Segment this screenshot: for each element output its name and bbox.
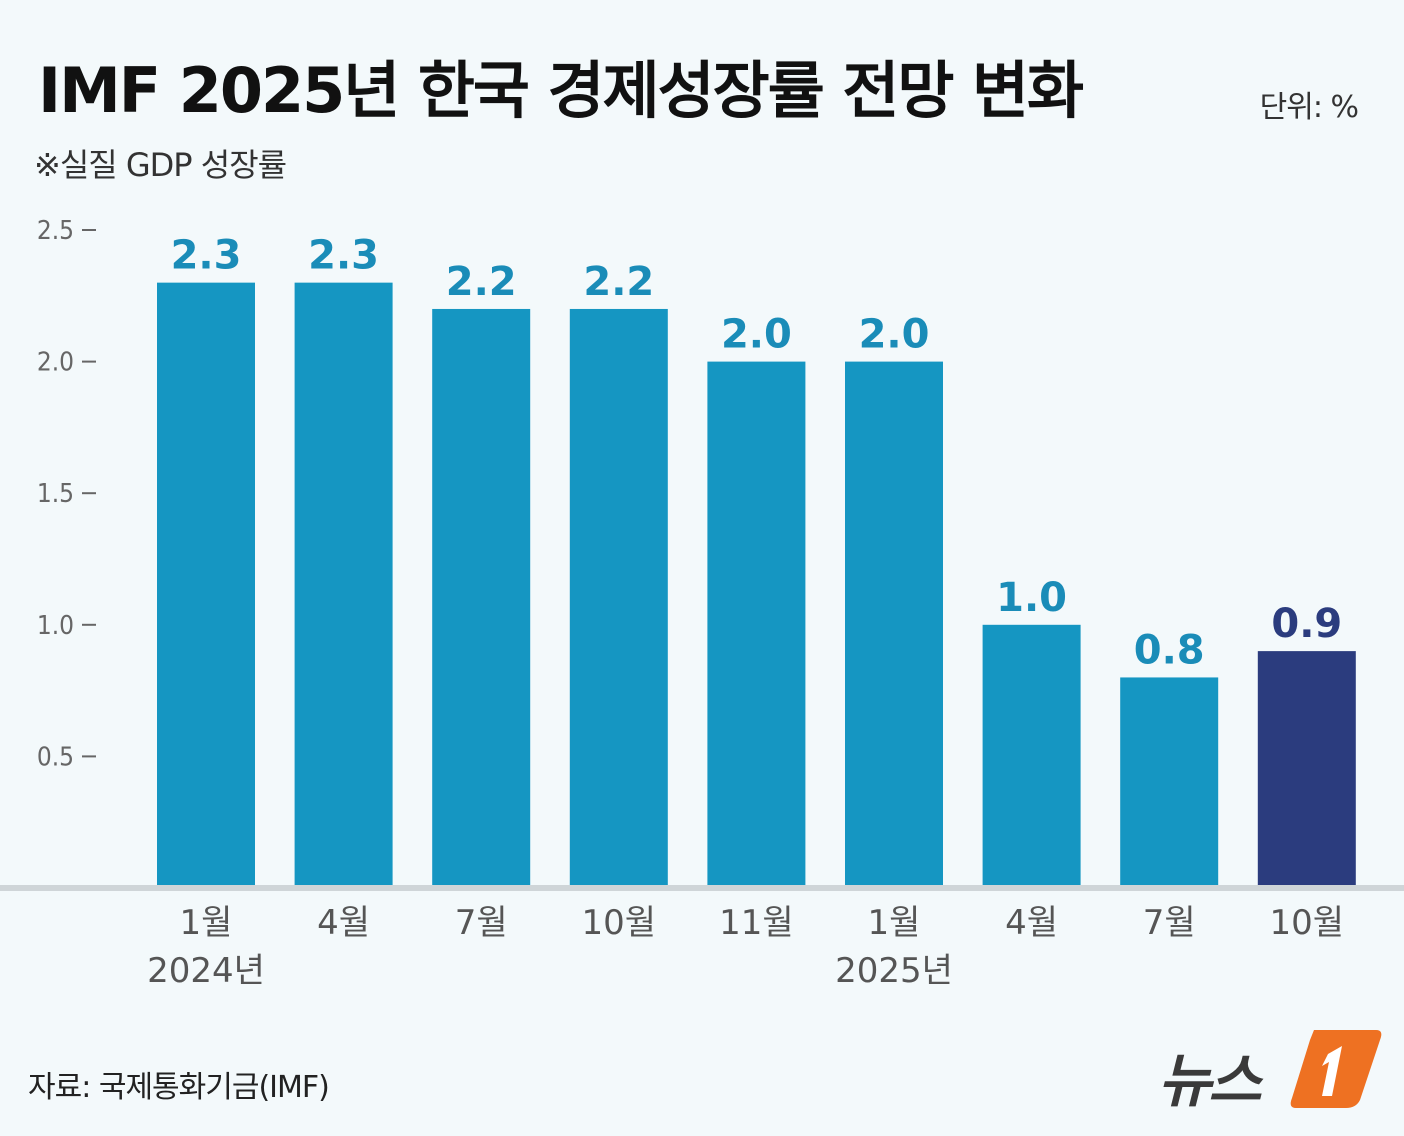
value-label-2: 2.3: [308, 233, 379, 279]
source-note: 자료: 국제통화기금(IMF): [28, 1070, 330, 1105]
x-tick-label-7: 4월: [1005, 903, 1058, 943]
bar-2: [294, 282, 393, 885]
x-axis: 1월 2024년 4월 7월 10월 11월 1월 2025년 4월 7월 10월: [147, 903, 1344, 991]
y-tick-label: 1.5: [37, 479, 74, 509]
bar-5: [707, 361, 806, 886]
value-label-4: 2.2: [583, 259, 654, 305]
bar-7: [982, 624, 1081, 885]
value-label-6: 2.0: [859, 312, 930, 358]
bar-1: [157, 282, 255, 885]
value-label-1: 2.3: [171, 233, 242, 279]
y-tick-label: 2.0: [37, 348, 74, 378]
x-tick-label-2: 4월: [317, 903, 370, 943]
x-tick-label-3: 7월: [455, 903, 508, 943]
value-labels: 2.3 2.3 2.2 2.2 2.0 2.0 1.0 0.8 0.9: [171, 233, 1343, 674]
bar-8: [1120, 677, 1219, 885]
x-tick-label-4: 10월: [582, 903, 657, 943]
bar-9: [1257, 651, 1356, 885]
x-tick-label-8: 7월: [1143, 903, 1196, 943]
value-label-5: 2.0: [721, 312, 792, 358]
logo-text: 뉴스: [1158, 1047, 1262, 1115]
y-tick-label: 1.0: [37, 611, 74, 641]
value-label-9: 0.9: [1271, 601, 1342, 647]
year-label-6: 2025년: [835, 951, 953, 991]
news1-logo: 뉴스: [1158, 1024, 1388, 1115]
bar-6: [845, 361, 943, 886]
logo-one-icon: [1290, 1030, 1382, 1108]
y-tick-label: 0.5: [37, 742, 74, 772]
bar-4: [569, 308, 668, 886]
x-tick-label-9: 10월: [1270, 903, 1345, 943]
bars: [157, 282, 1356, 886]
x-tick-label-6: 1월: [868, 903, 921, 943]
x-tick-label-1: 1월: [180, 903, 233, 943]
bar-3: [432, 308, 531, 886]
value-label-8: 0.8: [1134, 627, 1205, 673]
value-label-3: 2.2: [446, 259, 517, 305]
chart-subtitle: ※실질 GDP 성장률: [34, 146, 287, 184]
x-tick-label-5: 11월: [719, 903, 794, 943]
y-tick-label: 2.5: [37, 216, 74, 246]
chart-title: IMF 2025년 한국 경제성장률 전망 변화: [38, 54, 1084, 127]
value-label-7: 1.0: [996, 575, 1067, 621]
y-axis: 0.5 1.0 1.5 2.0 2.5: [37, 216, 96, 772]
year-label-1: 2024년: [147, 951, 265, 991]
unit-label: 단위: %: [1259, 90, 1359, 125]
